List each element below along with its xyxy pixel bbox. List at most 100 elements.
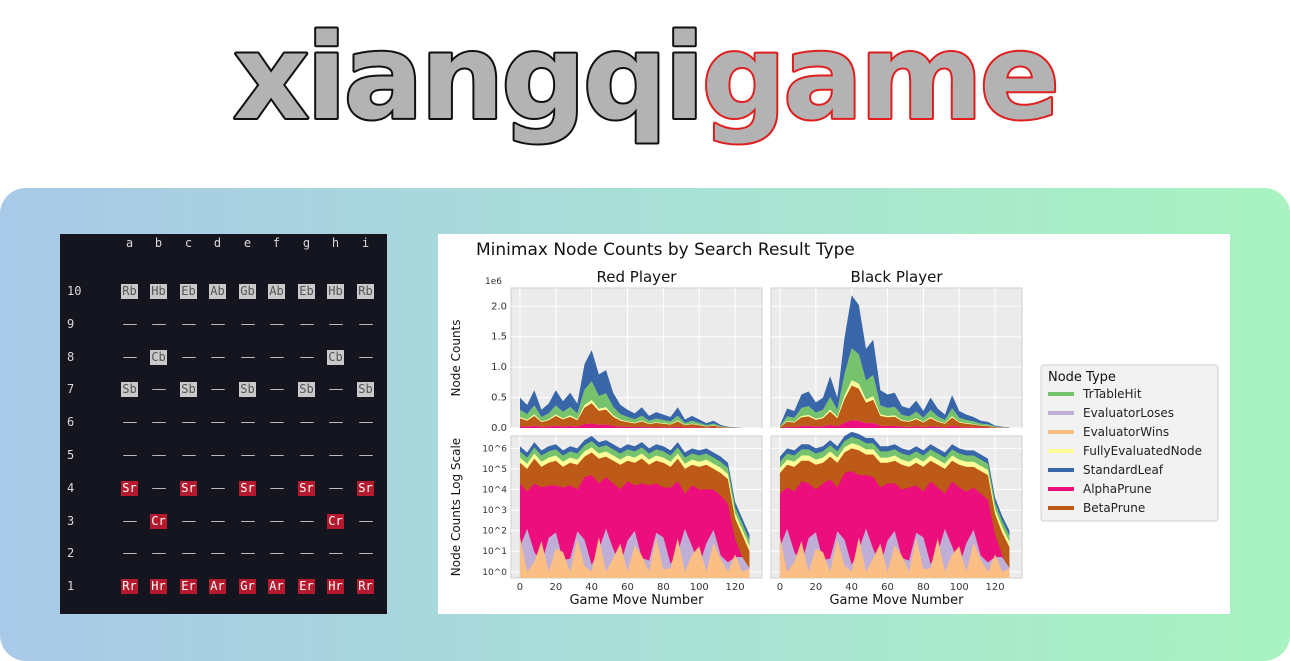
empty-mark: —— xyxy=(152,448,165,462)
y-axis-label-top: Node Counts xyxy=(449,319,463,396)
board-empty-point: —— xyxy=(351,513,380,529)
log-tick-label: 10^2 xyxy=(482,527,507,537)
x-tick-label: 40 xyxy=(845,582,858,593)
board-empty-point: —— xyxy=(115,447,144,463)
empty-mark: —— xyxy=(359,448,372,462)
x-tick-label: 80 xyxy=(657,582,670,593)
x-tick-label: 100 xyxy=(690,582,709,593)
board-row-label: 6 xyxy=(67,415,75,430)
piece-label: Hb xyxy=(150,284,167,299)
empty-mark: —— xyxy=(211,349,224,364)
legend-label: EvaluatorWins xyxy=(1083,425,1169,439)
area-standardleaf xyxy=(519,350,750,428)
board-empty-point: —— xyxy=(203,480,232,496)
piece-label: Cr xyxy=(150,513,167,529)
board-empty-point: —— xyxy=(233,545,262,561)
chart-title: Minimax Node Counts by Search Result Typ… xyxy=(476,240,855,260)
empty-mark: —— xyxy=(270,480,283,495)
board-piece: Rr xyxy=(115,578,144,595)
board-empty-point: —— xyxy=(174,447,203,463)
piece-label: Sr xyxy=(121,480,138,496)
x-tick-label: 20 xyxy=(809,582,822,593)
board-empty-point: —— xyxy=(144,447,173,463)
board-row-label: 3 xyxy=(67,513,75,528)
board-piece: Hr xyxy=(144,578,173,595)
board-empty-point: —— xyxy=(115,545,144,561)
empty-mark: —— xyxy=(329,480,342,495)
log-area-evaluatorwins xyxy=(519,536,750,578)
board-piece: Hr xyxy=(321,578,350,595)
piece-label: Gr xyxy=(239,579,256,595)
empty-mark: —— xyxy=(152,546,165,561)
board-empty-point: —— xyxy=(144,381,173,397)
empty-mark: —— xyxy=(152,382,165,397)
board-empty-point: —— xyxy=(321,381,350,397)
board-piece: Eb xyxy=(174,283,203,299)
board-column-label: a xyxy=(125,236,134,250)
board-row-label: 10 xyxy=(67,284,82,298)
board-piece: Sb xyxy=(233,381,262,398)
area-betaprune xyxy=(779,385,1010,428)
board-piece: Ar xyxy=(262,578,291,595)
board-empty-point: —— xyxy=(115,316,144,332)
empty-mark: —— xyxy=(211,546,224,561)
piece-label: Rr xyxy=(121,579,138,595)
empty-mark: —— xyxy=(329,415,342,430)
piece-label: Ab xyxy=(268,284,285,299)
empty-mark: —— xyxy=(270,448,283,462)
x-tick-label: 60 xyxy=(881,582,894,593)
empty-mark: —— xyxy=(182,415,195,430)
piece-label: Sb xyxy=(121,382,138,398)
area-alphaprune xyxy=(519,423,750,428)
board-piece: Ab xyxy=(262,283,291,299)
piece-label: Gb xyxy=(239,284,256,299)
piece-label: Hr xyxy=(150,579,167,595)
panel-title: Black Player xyxy=(850,268,943,286)
board-empty-point: —— xyxy=(262,480,291,496)
area-trtablehit xyxy=(779,348,1010,428)
empty-mark: —— xyxy=(300,415,313,430)
board-empty-point: —— xyxy=(233,513,262,529)
board-empty-point: —— xyxy=(174,316,203,332)
legend-box xyxy=(1040,364,1219,522)
empty-mark: —— xyxy=(182,448,195,462)
empty-mark: —— xyxy=(329,382,342,397)
empty-mark: —— xyxy=(211,448,224,462)
board-empty-point: —— xyxy=(321,545,350,561)
piece-label: Ar xyxy=(268,579,285,595)
board-empty-point: —— xyxy=(144,316,173,332)
empty-mark: —— xyxy=(123,513,136,528)
empty-mark: —— xyxy=(300,546,313,561)
board-empty-point: —— xyxy=(233,414,262,430)
board-piece: Gr xyxy=(233,578,262,595)
empty-mark: —— xyxy=(359,349,372,364)
x-tick-label: 0 xyxy=(517,582,523,593)
board-empty-point: —— xyxy=(262,349,291,365)
piece-label: Hr xyxy=(327,579,344,595)
board-piece: Cb xyxy=(144,349,173,365)
empty-mark: —— xyxy=(123,316,136,331)
board-empty-point: —— xyxy=(115,513,144,529)
y-tick-label: 0.0 xyxy=(491,423,507,434)
piece-label: Sr xyxy=(357,480,374,496)
area-betaprune xyxy=(519,403,750,428)
y-tick-label: 1.5 xyxy=(491,332,507,343)
board-piece: Sb xyxy=(115,381,144,398)
board-piece: Sb xyxy=(174,381,203,398)
board-empty-point: —— xyxy=(262,381,291,397)
board-row-label: 1 xyxy=(67,579,75,594)
piece-label: Rb xyxy=(357,284,374,299)
node-count-chart: Minimax Node Counts by Search Result Typ… xyxy=(438,234,1230,614)
board-empty-point: —— xyxy=(262,447,291,463)
board-empty-point: —— xyxy=(203,414,232,430)
log-tick-label: 10^1 xyxy=(482,547,507,557)
piece-label: Sb xyxy=(298,382,315,398)
empty-mark: —— xyxy=(359,316,372,331)
empty-mark: —— xyxy=(270,546,283,561)
board-piece: Gb xyxy=(233,283,262,299)
board-empty-point: —— xyxy=(174,545,203,561)
board-empty-point: —— xyxy=(292,316,321,332)
empty-mark: —— xyxy=(241,513,254,528)
empty-mark: —— xyxy=(270,349,283,364)
board-empty-point: —— xyxy=(174,349,203,365)
